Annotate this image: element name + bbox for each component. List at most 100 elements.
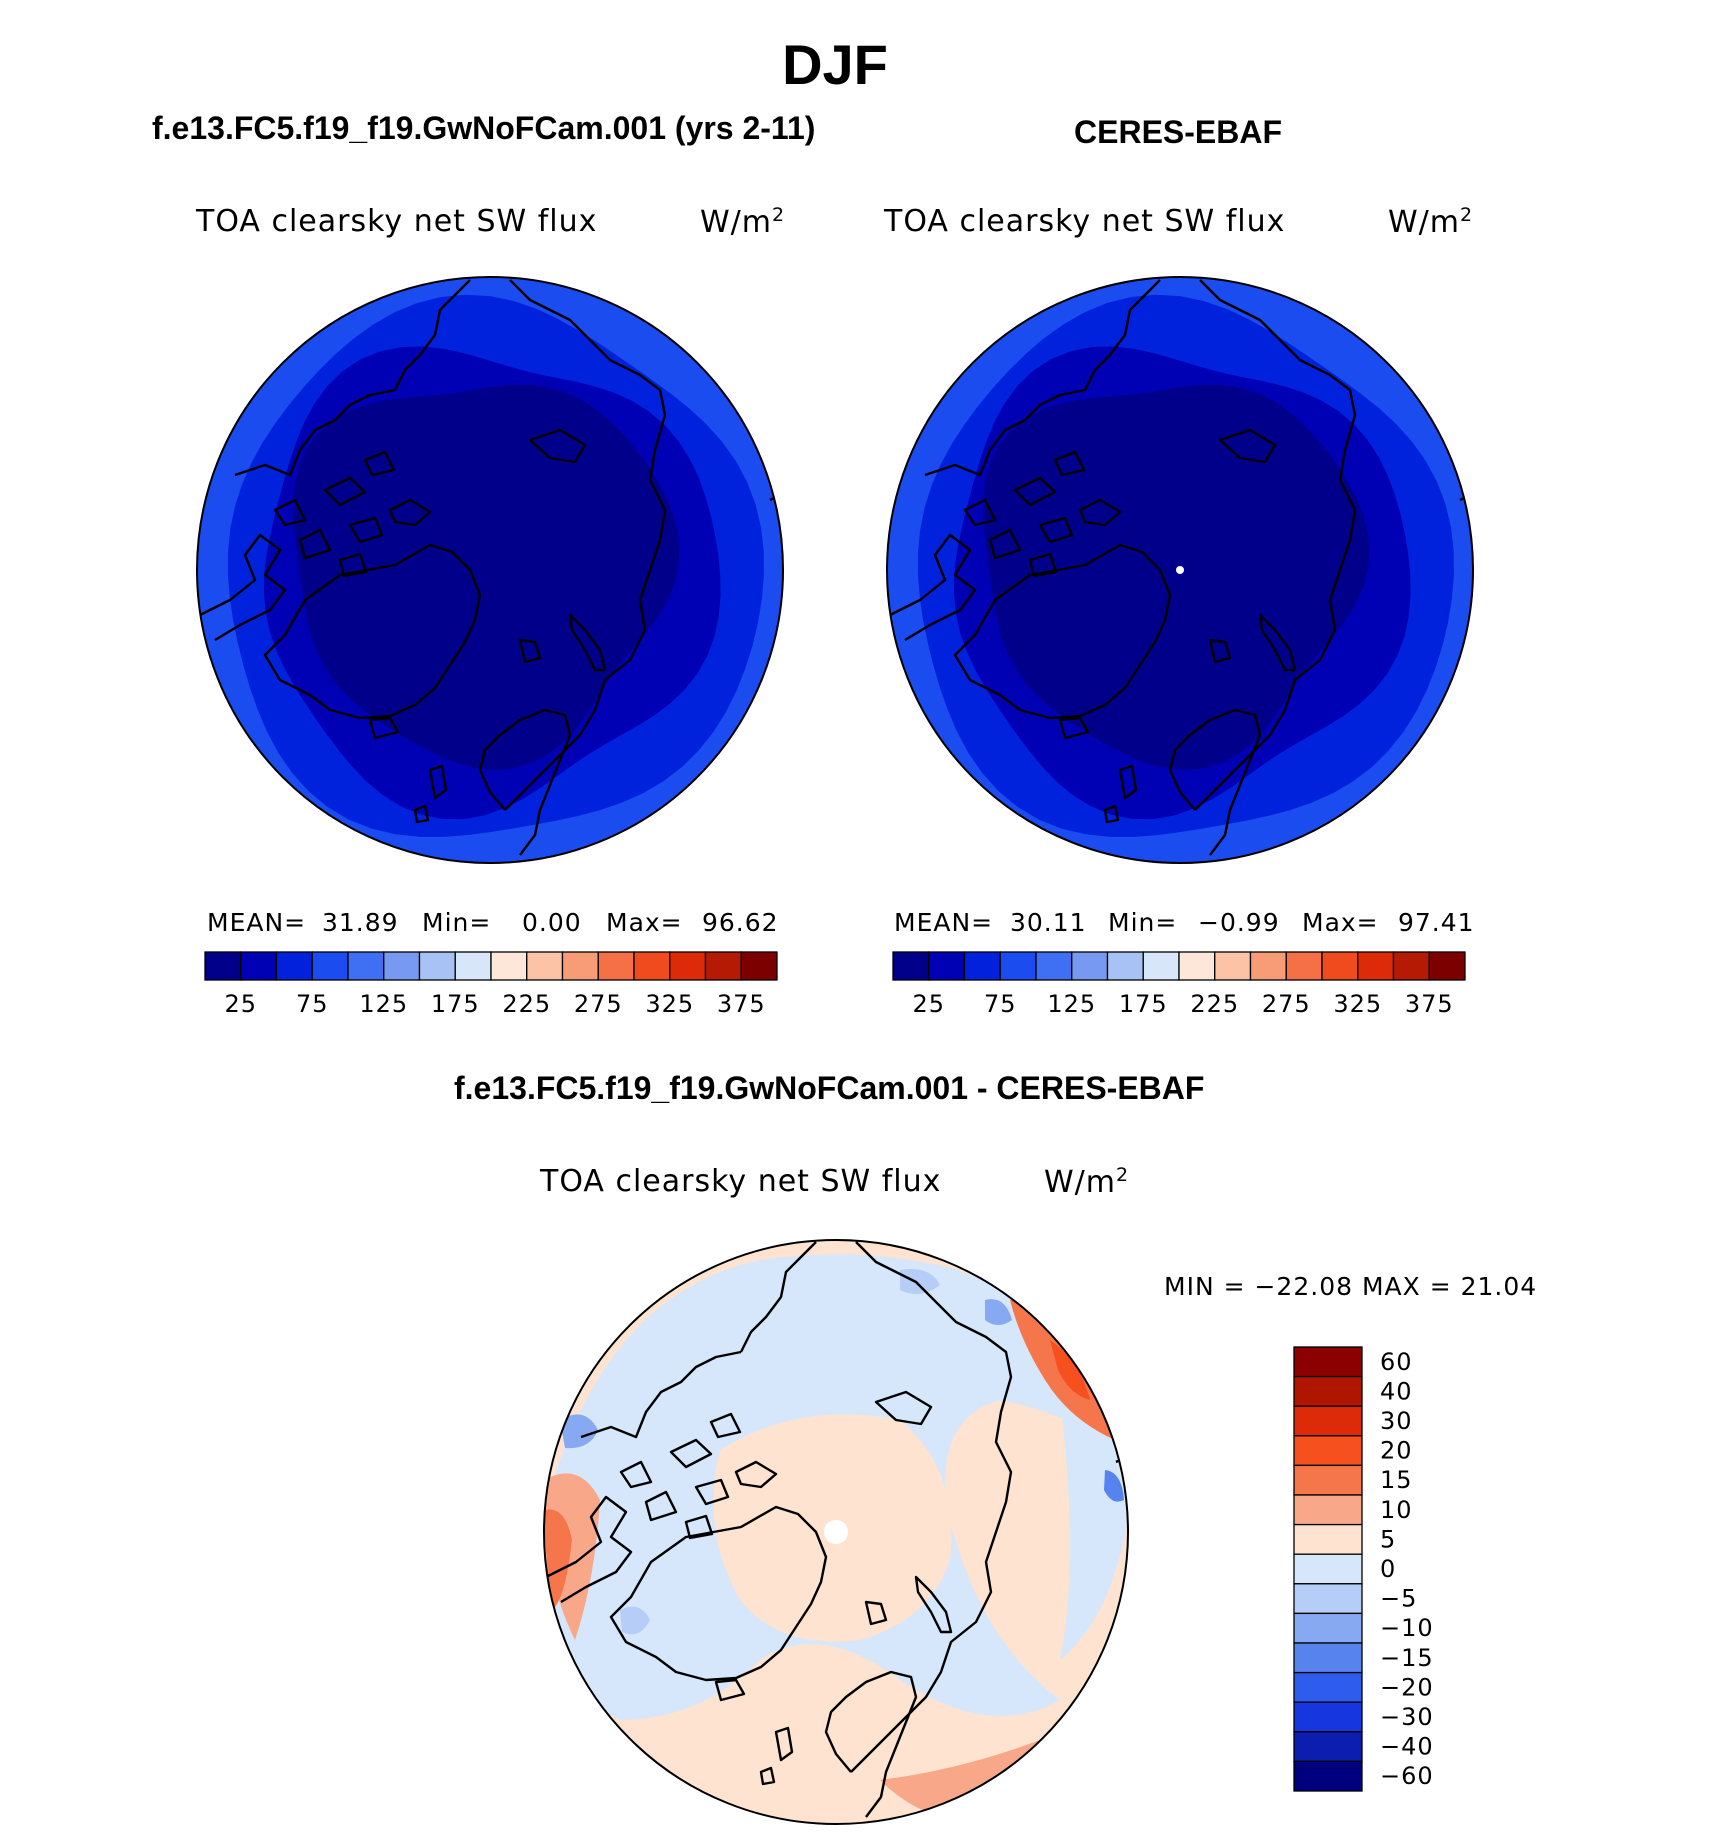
obs-colorbar-box-7 (1142, 951, 1180, 981)
model-colorbar-tick-label: 125 (359, 990, 408, 1018)
diff-colorbar-tick-label: 5 (1380, 1525, 1396, 1553)
diff-colorbar-tick-label: −20 (1380, 1673, 1434, 1701)
model-colorbar-box-3 (311, 951, 349, 981)
diff-colorbar-box-1 (1293, 1375, 1363, 1407)
obs-map-border (886, 276, 1474, 864)
diff-units-label: W/m2 (1044, 1164, 1130, 1200)
obs-colorbar-box-2 (963, 951, 1001, 981)
diff-zone-negative-east (1060, 1400, 1128, 1660)
obs-max-value: 97.41 (1398, 908, 1475, 937)
diff-colorbar-tick-label: −60 (1380, 1762, 1434, 1790)
diff-colorbar-tick-label: −15 (1380, 1644, 1434, 1672)
diff-colorbar-box-6 (1293, 1523, 1363, 1555)
obs-colorbar-box-1 (928, 951, 966, 981)
diff-zone-negative-north (700, 1255, 960, 1380)
model-map-border (196, 276, 784, 864)
diff-colorbar-box-12 (1293, 1701, 1363, 1733)
diff-colorbar-box-5 (1293, 1494, 1363, 1526)
diff-colorbar-tick-label: 20 (1380, 1437, 1413, 1465)
obs-polar-map (886, 276, 1474, 864)
obs-colorbar-tick-label: 325 (1333, 990, 1382, 1018)
obs-colorbar-box-5 (1071, 951, 1109, 981)
diff-polar-map (543, 1239, 1129, 1825)
model-colorbar-tick-label: 75 (296, 990, 329, 1018)
model-colorbar-box-14 (704, 951, 742, 981)
obs-zone-central (983, 384, 1370, 770)
diff-colorbar-box-3 (1293, 1435, 1363, 1467)
diff-colorbar-box-10 (1293, 1642, 1363, 1674)
obs-variable-label: TOA clearsky net SW flux (884, 204, 1286, 239)
diff-colorbar-box-4 (1293, 1464, 1363, 1496)
model-colorbar-box-12 (633, 951, 671, 981)
diff-colorbar-tick-label: 60 (1380, 1348, 1413, 1376)
model-colorbar-box-8 (490, 951, 528, 981)
diff-colorbar-tick-label: 15 (1380, 1466, 1413, 1494)
model-colorbar-box-0 (204, 951, 242, 981)
diff-zone-neg-patch-3 (1104, 1470, 1124, 1502)
model-max-label: Max= (606, 908, 683, 937)
diff-colorbar-box-7 (1293, 1553, 1363, 1585)
diff-colorbar-tick-label: 10 (1380, 1496, 1413, 1524)
model-units-label: W/m2 (700, 204, 786, 240)
model-colorbar-tick-label: 175 (431, 990, 480, 1018)
obs-colorbar-box-10 (1249, 951, 1287, 981)
diff-colorbar-tick-label: 30 (1380, 1407, 1413, 1435)
diff-zone-neg-patch-5 (900, 1269, 940, 1294)
diff-colorbar-box-11 (1293, 1671, 1363, 1703)
model-colorbar-box-7 (454, 951, 492, 981)
diff-colorbar-tick-label: −10 (1380, 1614, 1434, 1642)
obs-units-label: W/m2 (1388, 204, 1474, 240)
model-colorbar-tick-label: 225 (502, 990, 551, 1018)
diff-min-max-label: MIN = −22.08 MAX = 21.04 (1164, 1272, 1538, 1301)
model-colorbar-box-6 (418, 951, 456, 981)
diff-zone-pacific-warm-core (1050, 1340, 1090, 1400)
diff-colorbar-box-13 (1293, 1731, 1363, 1763)
model-colorbar-box-13 (669, 951, 707, 981)
obs-min-value: −0.99 (1198, 908, 1280, 937)
model-colorbar-tick-label: 375 (717, 990, 766, 1018)
model-colorbar-tick-label: 25 (225, 990, 258, 1018)
model-colorbar-box-2 (275, 951, 313, 981)
model-colorbar-box-1 (240, 951, 278, 981)
obs-colorbar-box-13 (1357, 951, 1395, 981)
obs-mean-label: MEAN= (894, 908, 994, 937)
diff-zone-neg-patch-1 (560, 1414, 598, 1449)
diff-variable-label: TOA clearsky net SW flux (540, 1164, 942, 1199)
diff-colorbar-box-8 (1293, 1583, 1363, 1615)
figure-title: DJF (782, 33, 888, 96)
obs-max-label: Max= (1302, 908, 1379, 937)
diff-colorbar-box-9 (1293, 1612, 1363, 1644)
obs-colorbar-tick-label: 375 (1405, 990, 1454, 1018)
model-colorbar-tick-label: 325 (645, 990, 694, 1018)
model-colorbar-box-10 (561, 951, 599, 981)
obs-case-title: CERES-EBAF (1074, 114, 1283, 150)
obs-colorbar-box-14 (1392, 951, 1430, 981)
model-max-value: 96.62 (702, 908, 779, 937)
diff-zone-neg-patch-4 (620, 1606, 650, 1635)
model-min-label: Min= (422, 908, 492, 937)
diff-zone-west-warm-core (544, 1509, 572, 1610)
model-colorbar-box-15 (740, 951, 778, 981)
model-colorbar-box-4 (347, 951, 385, 981)
model-zone-central (293, 384, 680, 770)
diff-colorbar-tick-label: −5 (1380, 1585, 1417, 1613)
obs-colorbar: 25 75 125 175 225 275 325 375 (892, 951, 1466, 1018)
diff-pole-hole (824, 1520, 848, 1544)
model-mean-value: 31.89 (322, 908, 399, 937)
obs-colorbar-box-0 (892, 951, 930, 981)
obs-min-label: Min= (1108, 908, 1178, 937)
diff-map-border (543, 1239, 1129, 1825)
diff-colorbar-box-14 (1293, 1760, 1363, 1792)
model-polar-map (196, 276, 784, 864)
obs-colorbar-box-8 (1178, 951, 1216, 981)
obs-colorbar-box-4 (1035, 951, 1073, 981)
obs-colorbar-tick-label: 75 (984, 990, 1017, 1018)
obs-colorbar-box-9 (1214, 951, 1252, 981)
diff-case-title: f.e13.FC5.f19_f19.GwNoFCam.001 - CERES-E… (454, 1070, 1205, 1106)
model-min-value: 0.00 (522, 908, 582, 937)
diff-colorbar-tick-label: −30 (1380, 1703, 1434, 1731)
diff-colorbar-tick-label: −40 (1380, 1733, 1434, 1761)
diff-colorbar-tick-label: 0 (1380, 1555, 1396, 1583)
